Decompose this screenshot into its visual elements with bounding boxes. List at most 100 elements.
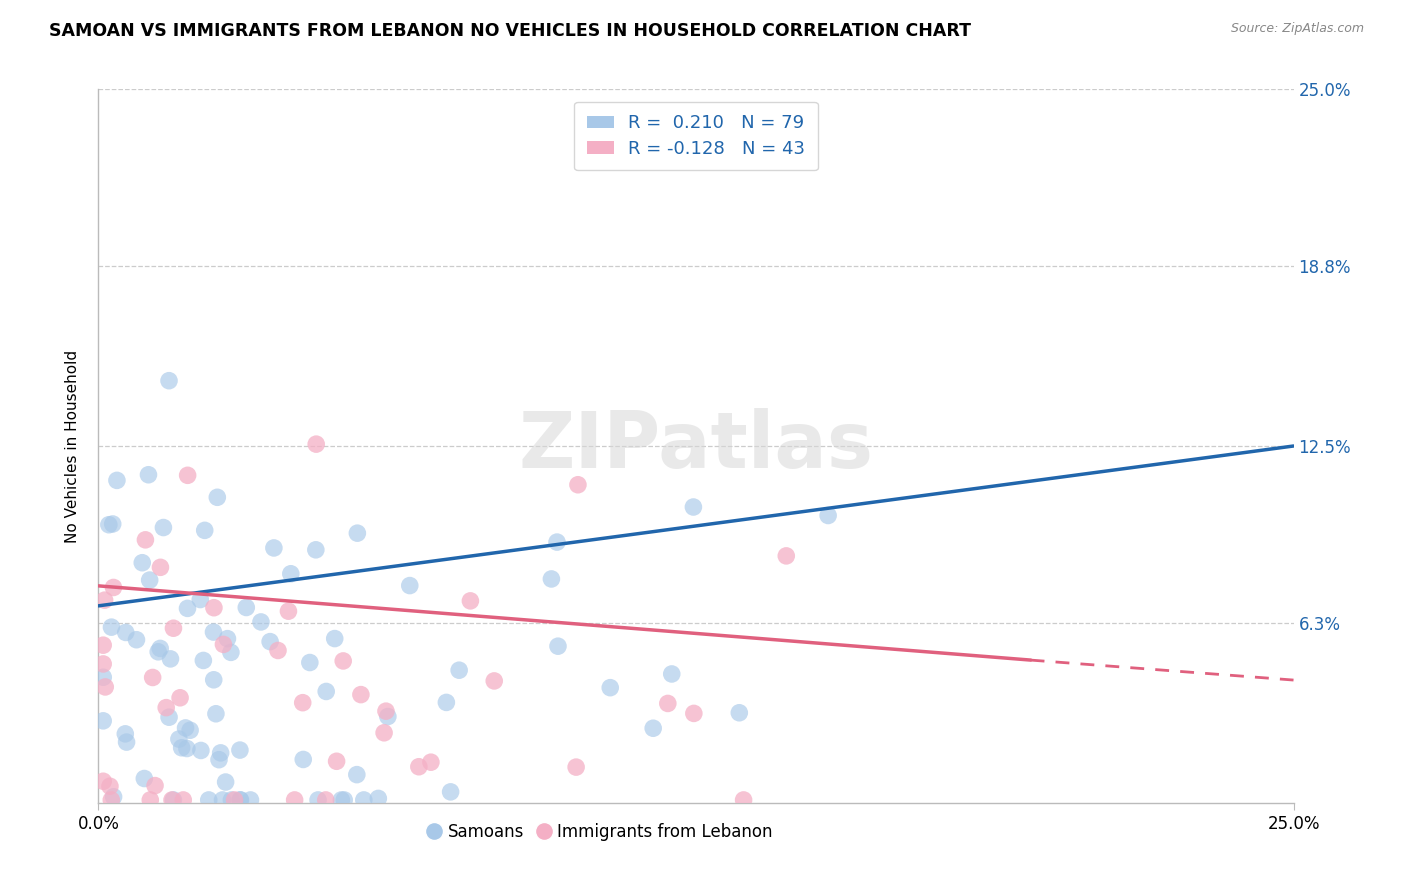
Point	[657, 697, 679, 711]
Point	[434, 695, 457, 709]
Point	[209, 746, 232, 760]
Point	[224, 793, 246, 807]
Point	[188, 592, 211, 607]
Point	[93, 593, 115, 607]
Point	[292, 752, 315, 766]
Point	[114, 727, 136, 741]
Point	[333, 793, 356, 807]
Point	[143, 779, 166, 793]
Point	[217, 632, 239, 646]
Point	[330, 793, 353, 807]
Point	[546, 535, 568, 549]
Point	[193, 653, 215, 667]
Point	[375, 704, 398, 718]
Text: SAMOAN VS IMMIGRANTS FROM LEBANON NO VEHICLES IN HOUSEHOLD CORRELATION CHART: SAMOAN VS IMMIGRANTS FROM LEBANON NO VEH…	[49, 22, 972, 40]
Point	[408, 760, 430, 774]
Point	[142, 671, 165, 685]
Point	[138, 573, 160, 587]
Point	[315, 684, 337, 698]
Point	[229, 793, 252, 807]
Point	[460, 594, 482, 608]
Point	[439, 785, 461, 799]
Point	[419, 755, 441, 769]
Point	[565, 760, 588, 774]
Point	[346, 526, 368, 541]
Point	[661, 667, 683, 681]
Point	[484, 673, 506, 688]
Point	[172, 793, 194, 807]
Text: Source: ZipAtlas.com: Source: ZipAtlas.com	[1230, 22, 1364, 36]
Point	[98, 779, 121, 793]
Point	[202, 600, 225, 615]
Point	[157, 374, 180, 388]
Y-axis label: No Vehicles in Household: No Vehicles in Household	[65, 350, 80, 542]
Point	[449, 663, 471, 677]
Point	[115, 735, 138, 749]
Point	[208, 753, 231, 767]
Point	[346, 767, 368, 781]
Point	[202, 673, 225, 687]
Point	[298, 656, 321, 670]
Point	[160, 793, 183, 807]
Point	[291, 696, 314, 710]
Point	[263, 541, 285, 555]
Point	[97, 517, 120, 532]
Point	[155, 700, 177, 714]
Point	[277, 604, 299, 618]
Point	[138, 467, 160, 482]
Point	[207, 491, 229, 505]
Point	[202, 625, 225, 640]
Point	[100, 793, 122, 807]
Text: ZIPatlas: ZIPatlas	[519, 408, 873, 484]
Point	[540, 572, 562, 586]
Point	[211, 793, 233, 807]
Point	[91, 638, 114, 652]
Point	[167, 732, 190, 747]
Point	[398, 578, 420, 592]
Point	[221, 793, 243, 807]
Point	[682, 500, 704, 514]
Point	[176, 468, 198, 483]
Point	[114, 625, 136, 640]
Point	[134, 772, 156, 786]
Point	[149, 641, 172, 656]
Point	[162, 793, 184, 807]
Point	[280, 566, 302, 581]
Point	[373, 726, 395, 740]
Point	[239, 793, 262, 807]
Point	[131, 556, 153, 570]
Point	[94, 680, 117, 694]
Point	[159, 652, 181, 666]
Point	[259, 634, 281, 648]
Point	[103, 789, 125, 804]
Point	[152, 520, 174, 534]
Point	[101, 516, 124, 531]
Point	[229, 793, 252, 807]
Point	[775, 549, 797, 563]
Point	[190, 743, 212, 757]
Point	[169, 690, 191, 705]
Point	[229, 743, 252, 757]
Point	[91, 774, 114, 789]
Point	[377, 709, 399, 723]
Point	[197, 793, 219, 807]
Point	[91, 714, 114, 728]
Point	[149, 560, 172, 574]
Point	[91, 670, 114, 684]
Point	[103, 581, 125, 595]
Point	[267, 643, 290, 657]
Point	[284, 793, 307, 807]
Point	[162, 621, 184, 635]
Point	[323, 632, 346, 646]
Point	[194, 524, 217, 538]
Point	[105, 474, 128, 488]
Point	[682, 706, 704, 721]
Point	[179, 723, 201, 738]
Point	[350, 688, 373, 702]
Point	[157, 710, 180, 724]
Point	[567, 477, 589, 491]
Point	[733, 793, 755, 807]
Point	[148, 645, 170, 659]
Point	[305, 437, 328, 451]
Point	[305, 542, 328, 557]
